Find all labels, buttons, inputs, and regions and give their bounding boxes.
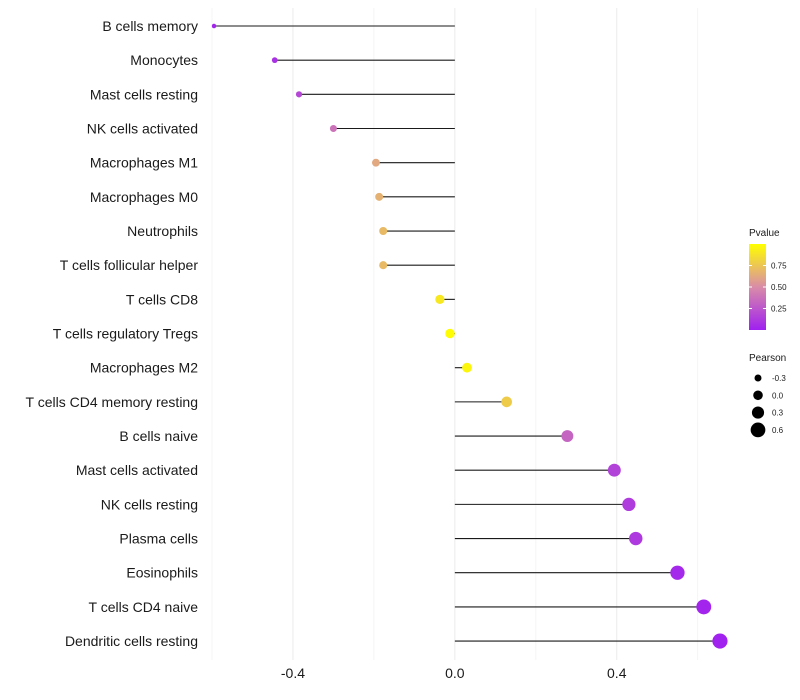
colorbar-tick-label: 0.75 bbox=[771, 262, 787, 271]
category-label: Macrophages M1 bbox=[90, 155, 198, 171]
colorbar-tick-label: 0.25 bbox=[771, 305, 787, 314]
x-axis-tick-labels: -0.4 0.0 0.4 bbox=[281, 665, 627, 681]
data-point bbox=[379, 261, 388, 270]
colorbar-ticks: 0.25 0.50 0.75 bbox=[749, 262, 787, 314]
x-tick-label: -0.4 bbox=[281, 665, 305, 681]
data-point bbox=[607, 463, 621, 477]
x-tick-label: 0.4 bbox=[607, 665, 627, 681]
data-point bbox=[462, 362, 472, 373]
legend-pvalue: Pvalue 0.25 0.50 0.75 bbox=[749, 228, 787, 330]
data-point bbox=[670, 565, 685, 580]
category-label: Dendritic cells resting bbox=[65, 633, 198, 649]
category-label: T cells CD4 naive bbox=[89, 599, 199, 615]
category-label: Monocytes bbox=[130, 52, 198, 68]
stems bbox=[214, 25, 720, 642]
data-point bbox=[445, 328, 455, 339]
size-key-dot bbox=[754, 374, 762, 382]
data-point bbox=[295, 91, 303, 98]
legend-pearson-title: Pearson bbox=[749, 353, 786, 364]
category-labels: B cells memory Monocytes Mast cells restin… bbox=[26, 18, 199, 649]
category-label: Macrophages M2 bbox=[90, 360, 198, 376]
data-point bbox=[622, 497, 636, 512]
data-point bbox=[271, 57, 278, 64]
data-point bbox=[211, 23, 217, 29]
category-label: T cells follicular helper bbox=[60, 257, 199, 273]
legend-pvalue-title: Pvalue bbox=[749, 228, 780, 239]
category-label: T cells regulatory Tregs bbox=[53, 326, 198, 342]
size-key-label: 0.0 bbox=[772, 391, 784, 400]
category-label: Neutrophils bbox=[127, 223, 198, 239]
data-point bbox=[329, 125, 337, 132]
size-key-dot bbox=[751, 406, 765, 419]
category-label: NK cells resting bbox=[101, 496, 198, 512]
size-keys: -0.3 0.0 0.3 0.6 bbox=[750, 374, 786, 438]
data-point bbox=[696, 599, 712, 615]
x-tick-label: 0.0 bbox=[445, 665, 465, 681]
category-label: Mast cells activated bbox=[76, 462, 198, 478]
category-label: B cells naive bbox=[119, 428, 198, 444]
size-key-label: 0.6 bbox=[772, 426, 784, 435]
data-point bbox=[379, 227, 388, 236]
size-key-label: 0.3 bbox=[772, 409, 784, 418]
category-label: B cells memory bbox=[102, 18, 198, 34]
data-point bbox=[435, 294, 445, 304]
category-label: Macrophages M0 bbox=[90, 189, 198, 205]
size-key-label: -0.3 bbox=[772, 374, 786, 383]
data-point bbox=[561, 430, 574, 443]
size-key-dot bbox=[753, 390, 763, 401]
data-point bbox=[712, 633, 728, 649]
category-label: Plasma cells bbox=[119, 531, 198, 547]
data-point bbox=[375, 192, 384, 201]
data-point bbox=[629, 531, 643, 546]
legend-pearson: Pearson -0.3 0.0 0.3 0.6 bbox=[749, 353, 786, 438]
category-label: T cells CD8 bbox=[126, 291, 198, 307]
pvalue-colorbar bbox=[749, 244, 766, 330]
size-key-dot bbox=[750, 422, 766, 438]
category-label: Eosinophils bbox=[126, 565, 198, 581]
category-label: Mast cells resting bbox=[90, 86, 198, 102]
category-label: T cells CD4 memory resting bbox=[26, 394, 198, 410]
category-label: NK cells activated bbox=[87, 121, 198, 137]
data-point bbox=[371, 158, 380, 167]
data-point bbox=[501, 396, 512, 408]
colorbar-tick-label: 0.50 bbox=[771, 283, 787, 292]
points bbox=[211, 23, 728, 649]
